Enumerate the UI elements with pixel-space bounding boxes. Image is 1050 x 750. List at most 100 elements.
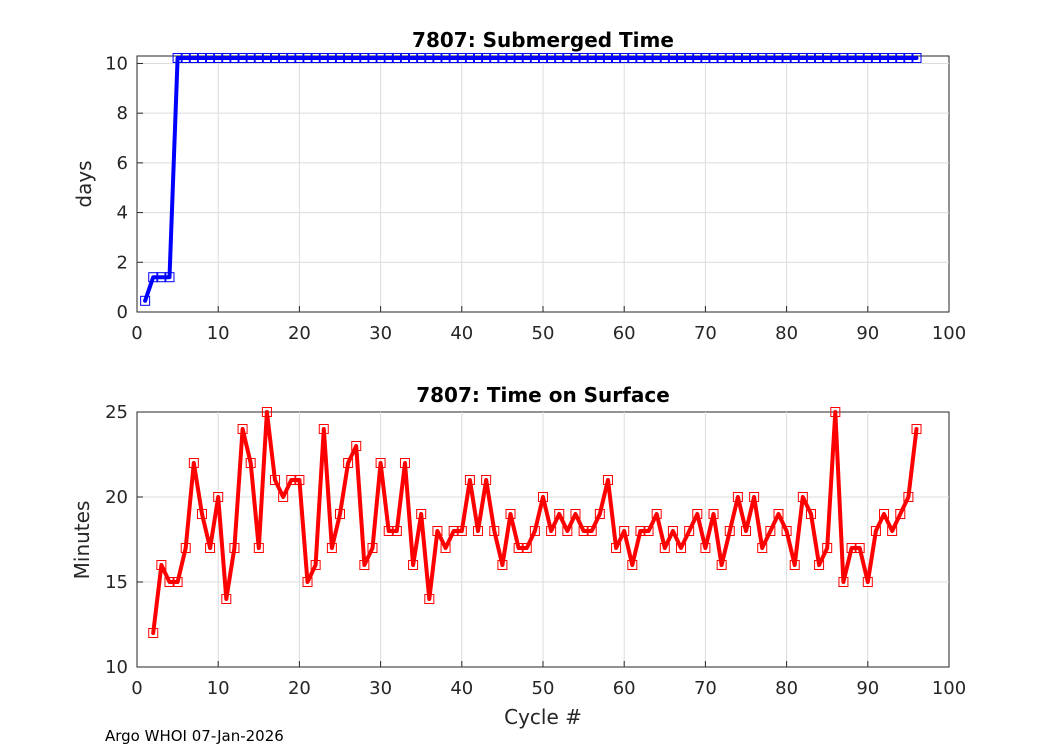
data-point	[822, 543, 833, 553]
data-point	[529, 52, 540, 63]
data-point	[391, 52, 402, 63]
data-point	[822, 52, 833, 63]
data-point	[546, 52, 557, 63]
x-tick-label: 10	[207, 678, 230, 699]
y-tick-label: 25	[105, 402, 128, 423]
data-point	[148, 272, 159, 283]
data-point	[416, 52, 427, 63]
data-point	[205, 543, 216, 553]
data-point	[789, 52, 800, 63]
data-point	[286, 475, 297, 485]
data-point	[473, 526, 484, 536]
data-point	[440, 52, 451, 63]
data-point	[261, 407, 272, 417]
data-point	[741, 52, 751, 63]
x-tick-label: 60	[613, 678, 636, 699]
data-point	[757, 52, 768, 63]
series-marks	[140, 52, 922, 306]
y-tick-label: 20	[105, 487, 128, 508]
data-point	[221, 594, 232, 604]
y-tick-label: 4	[117, 203, 128, 224]
data-point	[351, 441, 362, 451]
y-tick-label: 10	[105, 53, 128, 74]
data-point	[318, 52, 329, 63]
data-point	[716, 52, 727, 63]
grid-lines	[137, 56, 949, 312]
data-point	[335, 52, 345, 63]
data-point	[481, 475, 492, 485]
y-tick-label: 8	[117, 103, 128, 124]
data-point	[424, 52, 435, 63]
data-point	[635, 526, 646, 536]
data-point	[757, 543, 768, 553]
submerged-time-chart: 0 10 20 30 40 50 60 70 80 90 100 0 2 4 6 8 10 7807: Sub…	[72, 28, 966, 344]
data-point	[237, 52, 248, 63]
data-point	[862, 52, 873, 63]
data-point	[205, 52, 216, 63]
data-point	[586, 52, 597, 63]
data-point	[310, 560, 321, 570]
x-ticks: 0 10 20 30 40 50 60 70 80 90 100	[131, 306, 966, 344]
x-tick-label: 40	[450, 678, 473, 699]
data-point	[229, 52, 240, 63]
data-point	[903, 492, 914, 502]
data-point	[538, 52, 548, 63]
data-point	[367, 543, 378, 553]
data-point	[456, 526, 467, 536]
x-tick-label: 30	[369, 323, 392, 344]
data-point	[692, 509, 703, 519]
data-point	[375, 458, 386, 468]
data-point	[570, 509, 581, 519]
y-tick-label: 0	[117, 302, 128, 323]
data-point	[578, 52, 589, 63]
data-point	[562, 52, 573, 63]
data-point	[594, 509, 605, 519]
data-point	[838, 577, 849, 587]
y-tick-label: 6	[117, 153, 128, 174]
data-point	[627, 52, 638, 63]
data-point	[911, 424, 922, 434]
data-point	[862, 577, 873, 587]
data-point	[667, 52, 678, 63]
data-point	[294, 475, 305, 485]
data-point	[619, 526, 630, 536]
data-point	[814, 52, 825, 63]
x-axis-label: Cycle #	[504, 705, 582, 729]
data-point	[196, 52, 207, 63]
data-point	[765, 526, 776, 536]
footer-credit: Argo WHOI 07-Jan-2026	[105, 727, 284, 745]
data-point	[481, 52, 492, 63]
data-point	[879, 509, 890, 519]
data-point	[562, 526, 573, 536]
data-point	[546, 526, 557, 536]
y-tick-label: 2	[117, 252, 128, 273]
x-tick-label: 100	[932, 323, 966, 344]
data-point	[643, 526, 654, 536]
data-point	[724, 52, 735, 63]
data-point	[554, 509, 565, 519]
data-point	[854, 52, 865, 63]
data-point	[741, 526, 751, 536]
x-tick-label: 0	[131, 323, 142, 344]
data-point	[684, 52, 695, 63]
data-point	[602, 475, 613, 485]
data-point	[781, 52, 792, 63]
data-point	[172, 52, 183, 63]
y-axis-label: days	[72, 160, 96, 207]
data-point	[335, 509, 345, 519]
data-point	[611, 52, 622, 63]
data-point	[416, 509, 427, 519]
data-point	[505, 52, 516, 63]
data-point	[326, 52, 337, 63]
data-point	[700, 52, 711, 63]
data-point	[367, 52, 378, 63]
data-point	[164, 272, 175, 283]
data-point	[538, 492, 548, 502]
data-point	[432, 526, 443, 536]
data-point	[619, 52, 630, 63]
data-point	[651, 509, 662, 519]
data-point	[391, 526, 402, 536]
x-tick-label: 20	[288, 678, 311, 699]
y-axis-label: Minutes	[70, 501, 94, 580]
data-point	[667, 526, 678, 536]
